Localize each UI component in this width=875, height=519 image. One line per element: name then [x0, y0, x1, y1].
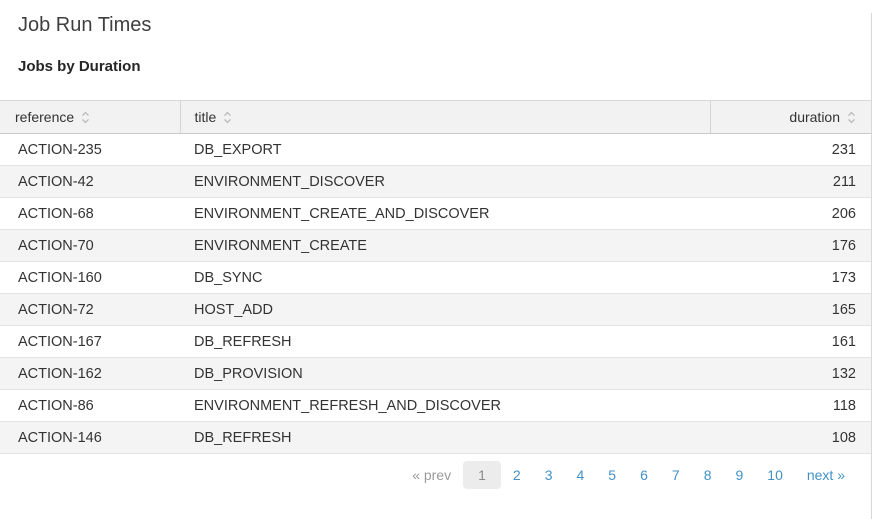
table-body: ACTION-235 DB_EXPORT 231 ACTION-42 ENVIRONME…	[0, 133, 871, 454]
table-row: ACTION-160 DB_SYNC 173	[0, 261, 871, 294]
column-header-title[interactable]: title	[179, 100, 710, 134]
pagination-page-10[interactable]: 10	[767, 467, 783, 483]
cell-title: DB_REFRESH	[180, 325, 710, 358]
table-row: ACTION-70 ENVIRONMENT_CREATE 176	[0, 229, 871, 262]
cell-duration: 173	[710, 261, 871, 294]
cell-title: HOST_ADD	[180, 293, 710, 326]
pagination-prev: « prev	[412, 467, 452, 483]
table-row: ACTION-42 ENVIRONMENT_DISCOVER 211	[0, 165, 871, 198]
cell-reference: ACTION-162	[0, 357, 180, 390]
pagination-page-3[interactable]: 3	[544, 467, 553, 483]
cell-duration: 108	[710, 421, 871, 454]
pagination-page-2[interactable]: 2	[512, 467, 521, 483]
pagination-page-9[interactable]: 9	[735, 467, 744, 483]
table-row: ACTION-146 DB_REFRESH 108	[0, 421, 871, 454]
column-header-duration[interactable]: duration	[709, 100, 871, 134]
cell-duration: 211	[710, 165, 871, 198]
sort-icon	[224, 111, 232, 124]
column-header-reference[interactable]: reference	[0, 100, 180, 134]
cell-duration: 132	[710, 357, 871, 390]
cell-title: ENVIRONMENT_REFRESH_AND_DISCOVER	[180, 389, 710, 422]
sort-icon	[848, 111, 855, 124]
cell-reference: ACTION-146	[0, 421, 180, 454]
cell-title: ENVIRONMENT_CREATE	[180, 229, 710, 262]
table-row: ACTION-235 DB_EXPORT 231	[0, 133, 871, 166]
pagination-page-8[interactable]: 8	[703, 467, 712, 483]
jobs-panel: Job Run Times Jobs by Duration reference…	[0, 13, 872, 519]
cell-reference: ACTION-72	[0, 293, 180, 326]
table-row: ACTION-162 DB_PROVISION 132	[0, 357, 871, 390]
cell-reference: ACTION-42	[0, 165, 180, 198]
cell-title: ENVIRONMENT_CREATE_AND_DISCOVER	[180, 197, 710, 230]
cell-title: DB_REFRESH	[180, 421, 710, 454]
pagination-page-7[interactable]: 7	[671, 467, 680, 483]
table-row: ACTION-86 ENVIRONMENT_REFRESH_AND_DISCOVE…	[0, 389, 871, 422]
column-header-label: title	[194, 109, 217, 125]
table-header-row: reference title duration	[0, 100, 871, 134]
column-header-label: reference	[15, 109, 75, 125]
cell-reference: ACTION-68	[0, 197, 180, 230]
cell-reference: ACTION-235	[0, 133, 180, 166]
cell-reference: ACTION-160	[0, 261, 180, 294]
cell-title: DB_SYNC	[180, 261, 710, 294]
pagination-page-1: 1	[463, 461, 501, 489]
cell-reference: ACTION-86	[0, 389, 180, 422]
cell-duration: 161	[710, 325, 871, 358]
jobs-table: reference title duration ACTION-235 DB_EX…	[0, 100, 871, 454]
sort-icon	[82, 111, 90, 124]
cell-title: DB_PROVISION	[180, 357, 710, 390]
pagination-page-6[interactable]: 6	[640, 467, 648, 483]
pagination-page-4[interactable]: 4	[576, 467, 585, 483]
pagination: « prev 1 2 3 4 5 6 7 8 9 10 next »	[0, 461, 871, 489]
table-row: ACTION-68 ENVIRONMENT_CREATE_AND_DISCOVER…	[0, 197, 871, 230]
cell-duration: 118	[710, 389, 871, 422]
cell-title: ENVIRONMENT_DISCOVER	[180, 165, 710, 198]
table-row: ACTION-167 DB_REFRESH 161	[0, 325, 871, 358]
cell-duration: 231	[710, 133, 871, 166]
table-row: ACTION-72 HOST_ADD 165	[0, 293, 871, 326]
cell-duration: 165	[710, 293, 871, 326]
cell-duration: 176	[710, 229, 871, 262]
column-header-label: duration	[789, 109, 840, 125]
cell-reference: ACTION-167	[0, 325, 180, 358]
pagination-page-5[interactable]: 5	[608, 467, 617, 483]
cell-duration: 206	[710, 197, 871, 230]
cell-title: DB_EXPORT	[180, 133, 710, 166]
page-title: Job Run Times	[18, 14, 152, 36]
pagination-next[interactable]: next »	[806, 467, 845, 483]
section-title: Jobs by Duration	[18, 58, 141, 75]
cell-reference: ACTION-70	[0, 229, 180, 262]
